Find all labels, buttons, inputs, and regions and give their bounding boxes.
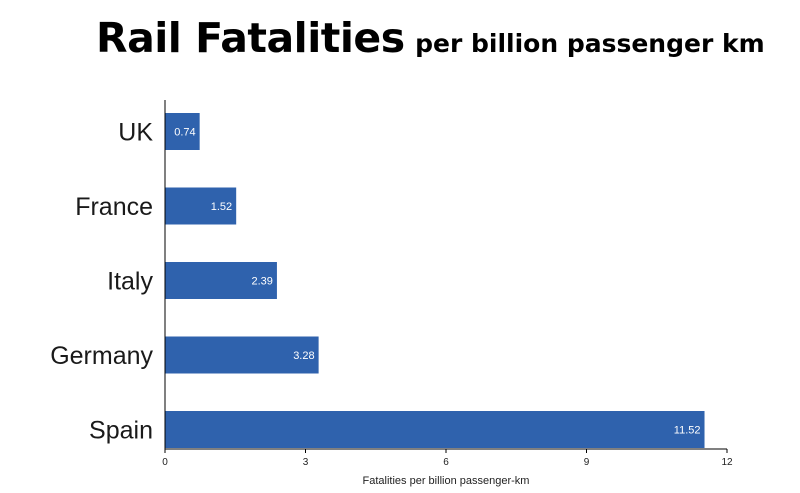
x-ticks: 0 3 6 9 12 <box>162 449 733 468</box>
bar-spain <box>165 411 705 448</box>
bar-germany <box>165 336 319 374</box>
category-label-germany: Germany <box>50 342 153 370</box>
x-axis-title: Fatalities per billion passenger-km <box>363 475 530 487</box>
x-tick-label: 12 <box>721 457 733 468</box>
data-label-uk: 0.74 <box>174 127 195 139</box>
category-labels: UK France Italy Germany Spain <box>50 119 153 445</box>
data-label-france: 1.52 <box>211 201 232 213</box>
category-label-france: France <box>75 193 153 221</box>
data-label-italy: 2.39 <box>252 276 273 288</box>
x-tick-label: 6 <box>443 457 449 468</box>
category-label-italy: Italy <box>107 268 153 296</box>
bar-uk <box>165 113 200 150</box>
x-tick-label: 0 <box>162 457 168 468</box>
chart-title: Rail Fatalities <box>96 14 405 62</box>
bar-italy <box>165 262 277 299</box>
bars-group: 0.74 1.52 2.39 3.28 11.52 <box>165 113 705 448</box>
chart-subtitle: per billion passenger km <box>415 29 765 58</box>
chart-title-block: Rail Fatalities per billion passenger km <box>96 14 790 62</box>
data-label-germany: 3.28 <box>293 350 314 362</box>
x-tick-label: 3 <box>303 457 309 468</box>
data-label-spain: 11.52 <box>674 425 701 437</box>
category-label-spain: Spain <box>89 417 153 445</box>
x-tick-label: 9 <box>584 457 590 468</box>
category-label-uk: UK <box>118 119 153 147</box>
bar-france <box>165 187 237 225</box>
